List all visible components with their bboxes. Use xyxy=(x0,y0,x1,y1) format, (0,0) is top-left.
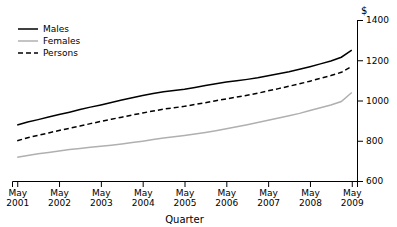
legend: Males Females Persons xyxy=(18,24,81,58)
legend-item: Females xyxy=(18,36,81,46)
x-tick-mark xyxy=(185,181,186,187)
x-tick-label: May2008 xyxy=(299,188,322,208)
legend-item: Males xyxy=(18,24,69,34)
x-tick-label: May2005 xyxy=(174,188,197,208)
legend-swatch xyxy=(18,52,38,54)
x-tick: May2005 xyxy=(174,181,197,208)
y-tick: 1400 xyxy=(357,15,389,25)
x-tick-mark xyxy=(352,181,353,187)
y-tick-mark xyxy=(357,181,363,182)
y-tick: 1200 xyxy=(357,56,389,66)
y-tick-mark xyxy=(357,101,363,102)
y-tick-label: 600 xyxy=(366,176,383,186)
y-tick: 1000 xyxy=(357,96,389,106)
y-tick-label: 1000 xyxy=(366,96,389,106)
x-axis: May2001 May2002 May2003 May2004 May2005 May20… xyxy=(6,181,364,208)
annotation: $ xyxy=(361,5,367,16)
x-tick-label: May2003 xyxy=(90,188,113,208)
x-tick: May2006 xyxy=(215,181,238,208)
x-tick-label: May2004 xyxy=(132,188,155,208)
plot: May2001 May2002 May2003 May2004 May2005 May20… xyxy=(6,5,389,225)
x-tick-mark xyxy=(17,181,18,187)
series-line xyxy=(17,50,352,125)
y-tick: 800 xyxy=(357,136,383,146)
x-tick: May2001 xyxy=(6,181,29,208)
x-tick-mark xyxy=(101,181,102,187)
series-line xyxy=(17,66,352,140)
legend-label: Persons xyxy=(43,48,78,58)
legend-label: Females xyxy=(43,36,81,46)
legend-item: Persons xyxy=(18,48,78,58)
y-tick: 600 xyxy=(357,176,383,186)
y-tick-label: 1400 xyxy=(366,15,389,25)
x-tick-label: May2006 xyxy=(215,188,238,208)
chart: May2001 May2002 May2003 May2004 May2005 May20… xyxy=(0,0,397,227)
y-axis: 600 800 1000 1200 1400 xyxy=(357,15,389,186)
x-tick: May2003 xyxy=(90,181,113,208)
y-tick-label: 800 xyxy=(366,136,383,146)
y-tick-mark xyxy=(357,20,363,21)
legend-label: Males xyxy=(43,24,69,34)
x-tick-mark xyxy=(143,181,144,187)
x-tick-label: May2002 xyxy=(48,188,71,208)
x-tick-label: May2007 xyxy=(257,188,280,208)
x-tick: May2009 xyxy=(341,181,364,208)
y-tick-mark xyxy=(357,141,363,142)
legend-swatch xyxy=(18,40,38,42)
x-tick: May2008 xyxy=(299,181,322,208)
lines xyxy=(17,50,352,157)
x-tick: May2002 xyxy=(48,181,71,208)
x-tick-mark xyxy=(59,181,60,187)
x-axis-line xyxy=(13,182,358,188)
x-tick-label: May2001 xyxy=(6,188,29,208)
x-tick-label: May2009 xyxy=(341,188,364,208)
legend-swatch xyxy=(18,28,38,30)
y-tick-mark xyxy=(357,60,363,61)
x-tick-mark xyxy=(268,181,269,187)
y-tick-label: 1200 xyxy=(366,56,389,66)
x-tick: May2004 xyxy=(132,181,155,208)
x-tick-mark xyxy=(310,181,311,187)
x-axis-title: Quarter xyxy=(165,214,205,225)
series-line xyxy=(17,92,352,157)
x-tick: May2007 xyxy=(257,181,280,208)
x-tick-mark xyxy=(226,181,227,187)
y-axis-line xyxy=(358,21,364,182)
